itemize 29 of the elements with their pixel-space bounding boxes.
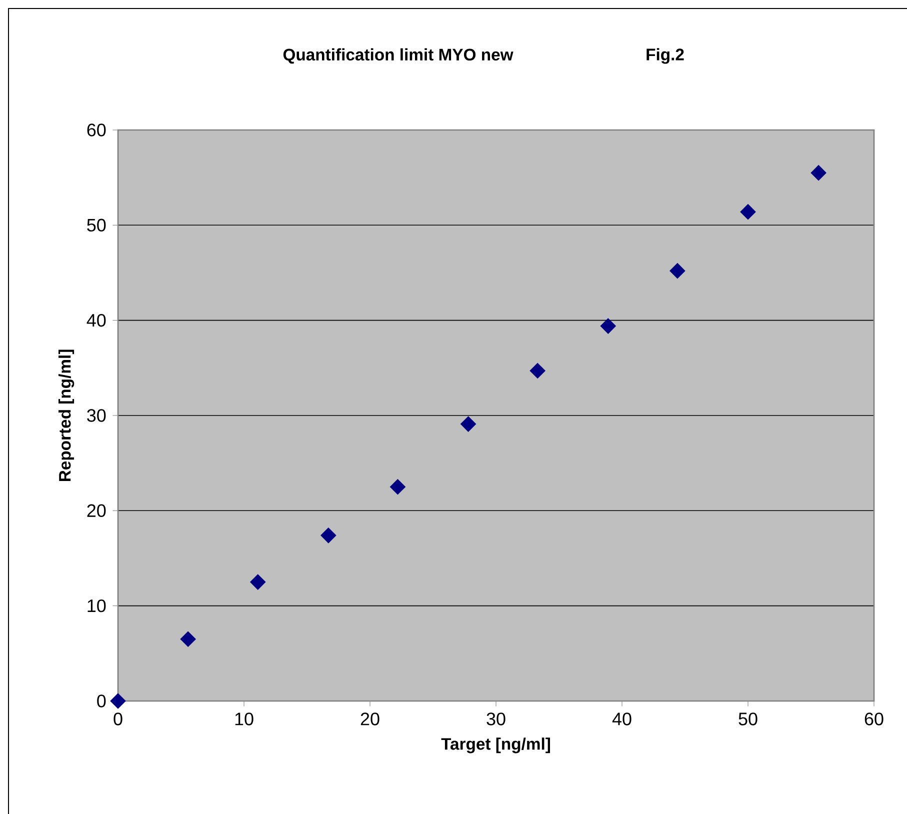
y-tick-label: 40 bbox=[86, 314, 106, 327]
point bbox=[740, 204, 756, 220]
point bbox=[600, 318, 616, 334]
y-tick-label: 30 bbox=[87, 409, 106, 422]
x-tick-label: 10 bbox=[235, 712, 254, 726]
x-tick-label: 0 bbox=[114, 712, 122, 726]
caption: Fig.2 bbox=[646, 48, 684, 64]
point bbox=[530, 362, 546, 379]
point bbox=[180, 631, 196, 647]
y-tick-label: 0 bbox=[97, 694, 106, 708]
point bbox=[810, 165, 826, 181]
y-tick-label: 50 bbox=[87, 218, 106, 232]
x-tick-label: 30 bbox=[486, 712, 506, 726]
x-tick-label: 20 bbox=[360, 712, 380, 726]
point bbox=[110, 693, 126, 709]
point bbox=[320, 528, 336, 544]
chart-title: Quantification limit MYO new bbox=[283, 48, 514, 64]
y-tick-label: 10 bbox=[88, 599, 106, 612]
y-tick-label: 60 bbox=[87, 124, 106, 136]
point bbox=[250, 574, 266, 590]
y-axis-title: Reported [ng/ml] bbox=[58, 350, 74, 482]
point bbox=[670, 263, 686, 279]
x-tick-label: 40 bbox=[612, 712, 632, 726]
y-tick-label: 20 bbox=[87, 504, 106, 518]
x-tick-label: 50 bbox=[738, 712, 758, 726]
point bbox=[390, 479, 406, 495]
x-tick-label: 60 bbox=[864, 712, 884, 726]
x-axis-title: Target [ng/ml] bbox=[441, 738, 550, 754]
point bbox=[460, 416, 476, 432]
